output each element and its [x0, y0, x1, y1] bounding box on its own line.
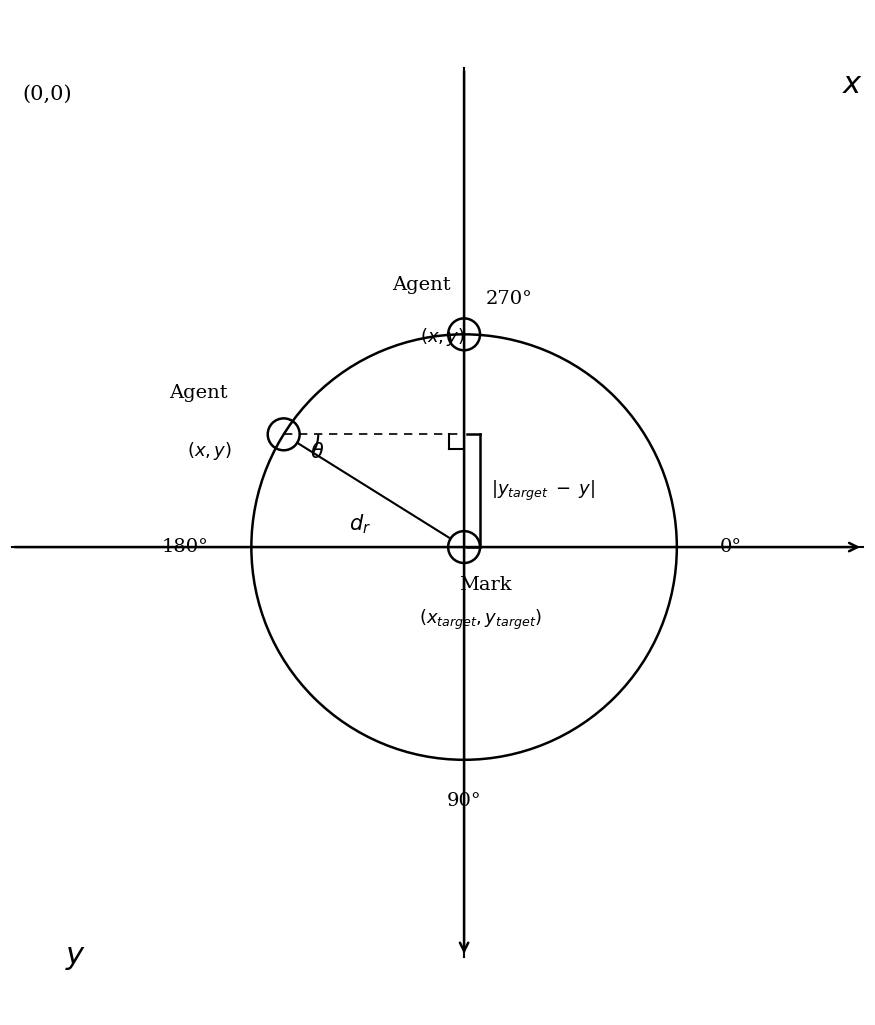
Text: 180°: 180°	[162, 538, 209, 557]
Text: $x$: $x$	[842, 69, 863, 99]
Text: 270°: 270°	[486, 290, 532, 308]
Text: (0,0): (0,0)	[23, 84, 73, 104]
Text: $\theta$: $\theta$	[311, 443, 325, 462]
Text: $d_r$: $d_r$	[349, 512, 371, 536]
Text: $y$: $y$	[66, 941, 87, 972]
Text: Mark: Mark	[459, 576, 512, 594]
Text: 0°: 0°	[719, 538, 741, 557]
Text: $|y_{target}\;-\;y|$: $|y_{target}\;-\;y|$	[491, 479, 595, 503]
Text: Agent: Agent	[392, 277, 451, 294]
Text: $(x_{target}, y_{target})$: $(x_{target}, y_{target})$	[418, 608, 542, 632]
Text: Agent: Agent	[169, 384, 228, 403]
Text: 90°: 90°	[447, 791, 481, 810]
Text: $(x, y)$: $(x, y)$	[420, 326, 466, 348]
Text: $(x, y)$: $(x, y)$	[186, 440, 232, 461]
